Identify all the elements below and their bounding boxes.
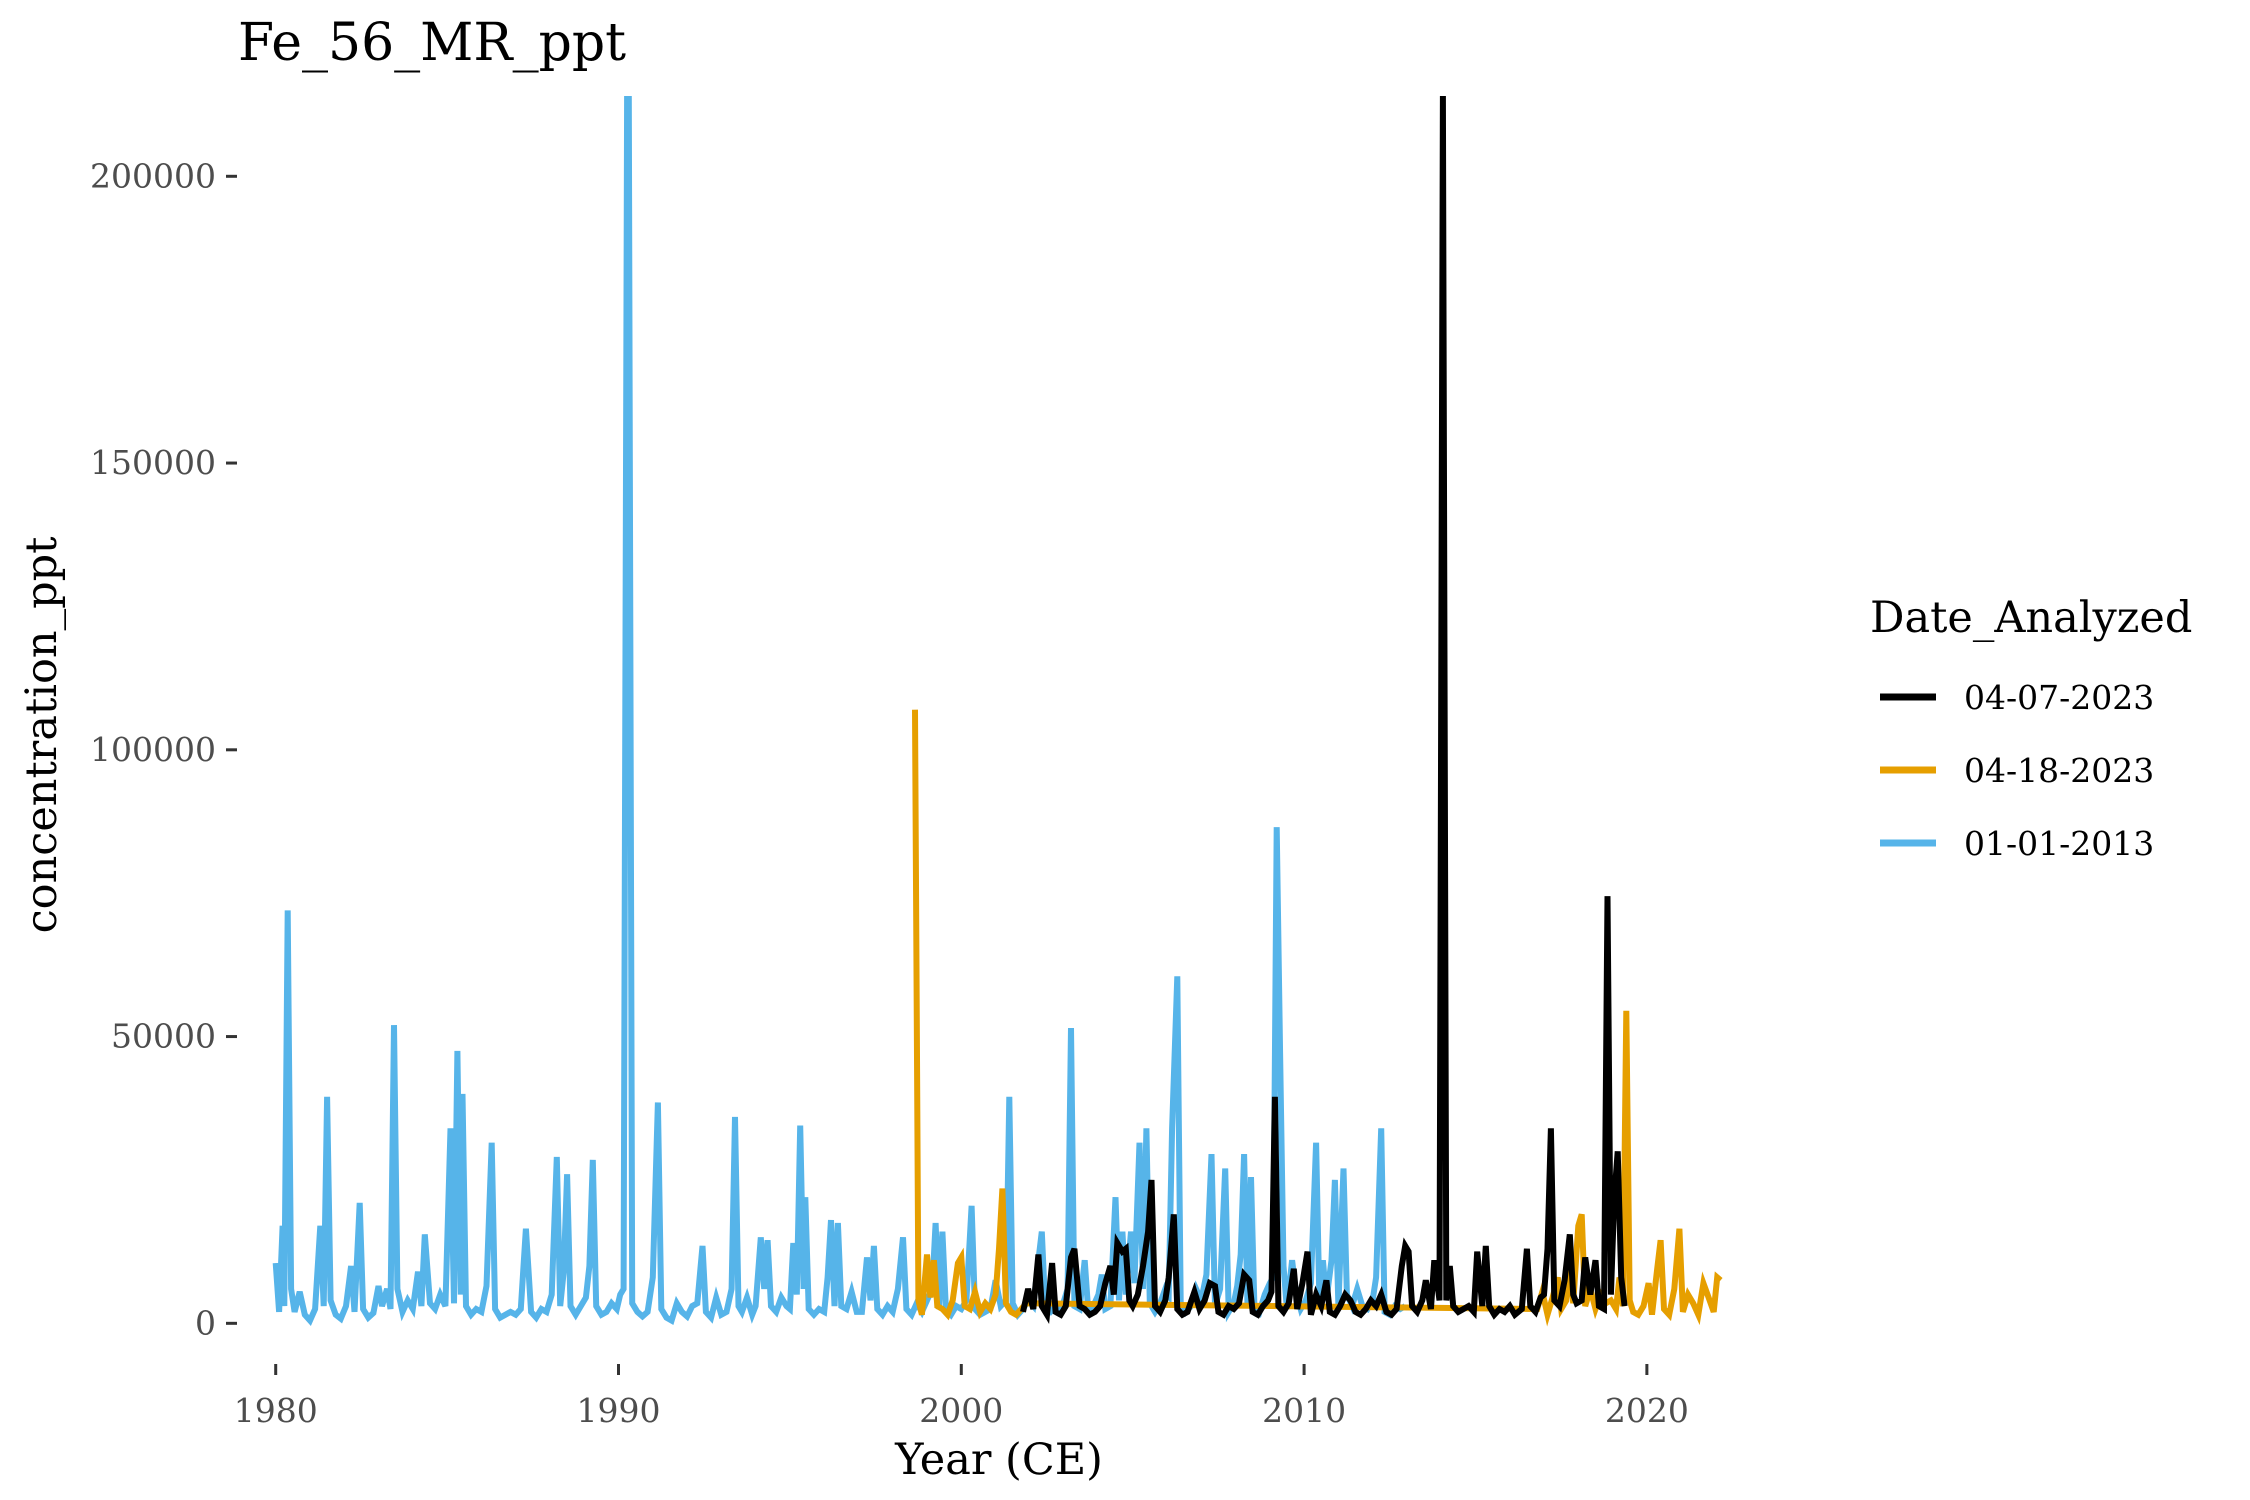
legend-title: Date_Analyzed xyxy=(1870,593,2192,643)
y-axis-title: concentration_ppt xyxy=(17,537,67,934)
series-line-04-07-2023 xyxy=(1020,96,1628,1324)
x-tick-label: 2020 xyxy=(1605,1391,1689,1430)
legend-item: 04-18-2023 xyxy=(1880,751,2154,790)
y-tick-label: 50000 xyxy=(111,1017,216,1056)
legend-label: 04-07-2023 xyxy=(1964,678,2154,717)
x-axis: 1980 1990 2000 2010 2020 xyxy=(234,1364,1689,1430)
x-tick-label: 2010 xyxy=(1262,1391,1346,1430)
legend-item: 01-01-2013 xyxy=(1880,824,2154,863)
y-tick-label: 200000 xyxy=(90,156,216,195)
plot-area xyxy=(272,96,1723,1327)
x-axis-title: Year (CE) xyxy=(894,1435,1103,1485)
x-tick-label: 1990 xyxy=(577,1391,661,1430)
legend-label: 01-01-2013 xyxy=(1964,824,2154,863)
x-tick-label: 2000 xyxy=(919,1391,1003,1430)
series-line-01-01-2013 xyxy=(272,96,1407,1326)
y-tick-label: 0 xyxy=(195,1303,216,1342)
legend: Date_Analyzed 04-07-2023 04-18-2023 01-01-… xyxy=(1870,593,2192,863)
y-tick-label: 150000 xyxy=(90,443,216,482)
legend-label: 04-18-2023 xyxy=(1964,751,2154,790)
chart-title: Fe_56_MR_ppt xyxy=(238,13,626,73)
x-tick-label: 1980 xyxy=(234,1391,318,1430)
legend-item: 04-07-2023 xyxy=(1880,678,2154,717)
y-tick-label: 100000 xyxy=(90,730,216,769)
y-axis: 0 50000 100000 150000 200000 xyxy=(90,156,237,1342)
